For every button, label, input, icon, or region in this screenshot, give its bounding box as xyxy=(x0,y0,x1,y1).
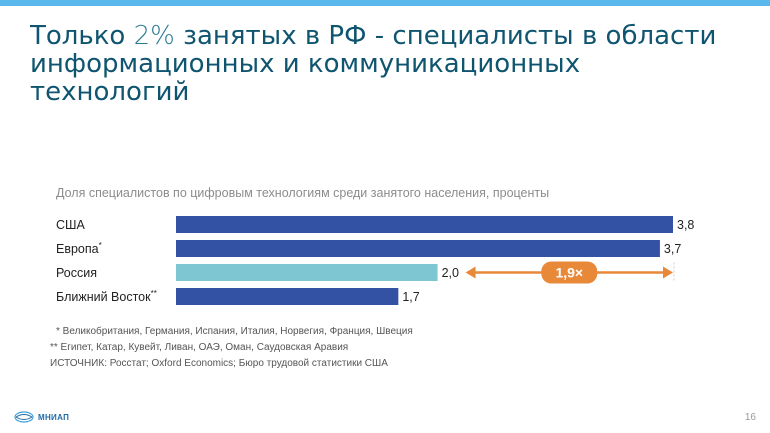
chart-title: Доля специалистов по цифровым технология… xyxy=(56,186,550,200)
value-label-2: 2,0 xyxy=(442,266,459,280)
bar-1 xyxy=(176,240,660,257)
value-label-1: 3,7 xyxy=(664,242,681,256)
annotation-badge xyxy=(541,261,598,284)
bar-0 xyxy=(176,216,673,233)
footnote-middle-east: ** Египет, Катар, Кувейт, Ливан, ОАЭ, Ом… xyxy=(50,342,349,353)
category-label-2: Россия xyxy=(56,266,97,280)
annotation-label: 1,9× xyxy=(555,265,583,281)
annotation-arrow-left xyxy=(465,266,476,279)
value-label-0: 3,8 xyxy=(677,218,694,232)
bar-2 xyxy=(176,264,438,281)
page-title: Только 2% занятых в РФ - специалисты в о… xyxy=(30,22,730,106)
category-label-0: США xyxy=(56,218,85,232)
page-number: 16 xyxy=(744,412,756,423)
title-highlight: 2% xyxy=(133,21,175,51)
title-part-1: Только xyxy=(30,21,134,51)
source-note: ИСТОЧНИК: Росстат; Oxford Economics; Бюр… xyxy=(50,358,388,369)
category-label-1: Европа* xyxy=(56,241,102,256)
annotation-arrow-right xyxy=(663,266,673,279)
footnotes: * Великобритания, Германия, Испания, Ита… xyxy=(50,324,650,372)
top-accent-bar xyxy=(0,0,770,6)
globe-logo-icon xyxy=(14,411,34,423)
title-part-2: занятых в РФ - специалисты в области инф… xyxy=(30,21,717,107)
logo: МНИАП xyxy=(14,411,69,423)
logo-text: МНИАП xyxy=(38,412,70,422)
category-label-3: Ближний Восток** xyxy=(56,289,157,304)
footnote-europe: * Великобритания, Германия, Испания, Ита… xyxy=(56,326,413,337)
value-label-3: 1,7 xyxy=(402,290,419,304)
bar-3 xyxy=(176,288,399,305)
